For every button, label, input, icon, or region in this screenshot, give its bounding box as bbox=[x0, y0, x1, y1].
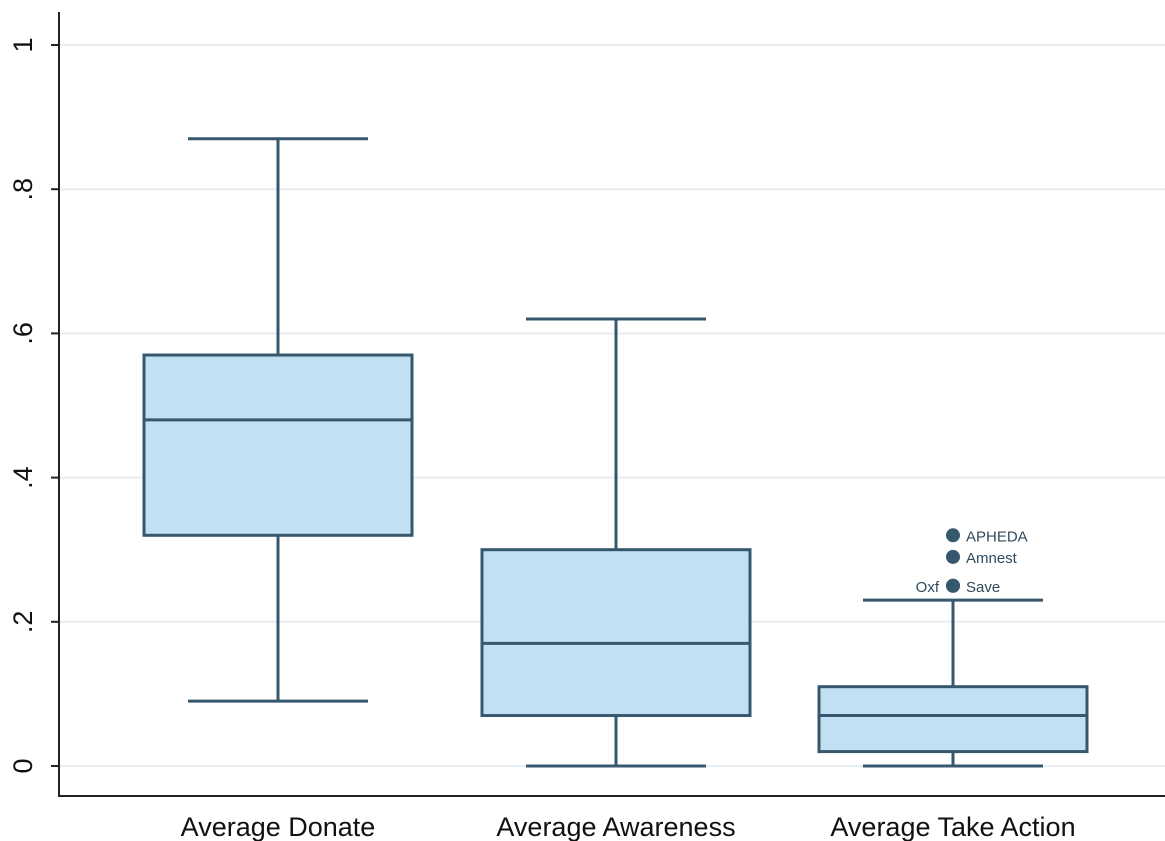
x-category-label: Average Take Action bbox=[830, 812, 1075, 841]
outlier-point bbox=[946, 578, 960, 593]
outlier-label: Save bbox=[966, 579, 1000, 596]
iqr-box bbox=[142, 353, 414, 537]
axes bbox=[58, 12, 1165, 797]
x-category-label: Average Awareness bbox=[496, 812, 735, 841]
iqr-box bbox=[817, 685, 1089, 754]
y-tick-label: .6 bbox=[8, 322, 38, 345]
outlier-label: Amnest bbox=[966, 550, 1018, 567]
category-labels: Average Donate Average Awareness Average T… bbox=[181, 812, 1076, 841]
box-group bbox=[480, 317, 752, 768]
x-category-label: Average Donate bbox=[181, 812, 376, 841]
y-tick-label: .8 bbox=[8, 178, 38, 201]
iqr-box bbox=[480, 548, 752, 718]
y-tick-label: .4 bbox=[8, 466, 38, 489]
y-ticks: 0 .2 .4 .6 .8 1 bbox=[8, 37, 59, 774]
outlier-point bbox=[946, 549, 960, 564]
y-tick-label: 1 bbox=[8, 37, 38, 52]
outlier-label: Oxf bbox=[916, 579, 940, 596]
outlier-label: APHEDA bbox=[966, 528, 1028, 545]
box-layer: APHEDA Amnest Save Oxf bbox=[142, 137, 1089, 768]
y-tick-label: 0 bbox=[8, 758, 38, 773]
outlier-point bbox=[946, 528, 960, 543]
box-group: APHEDA Amnest Save Oxf bbox=[817, 528, 1089, 768]
y-tick-label: .2 bbox=[8, 611, 38, 634]
box-group bbox=[142, 137, 414, 703]
